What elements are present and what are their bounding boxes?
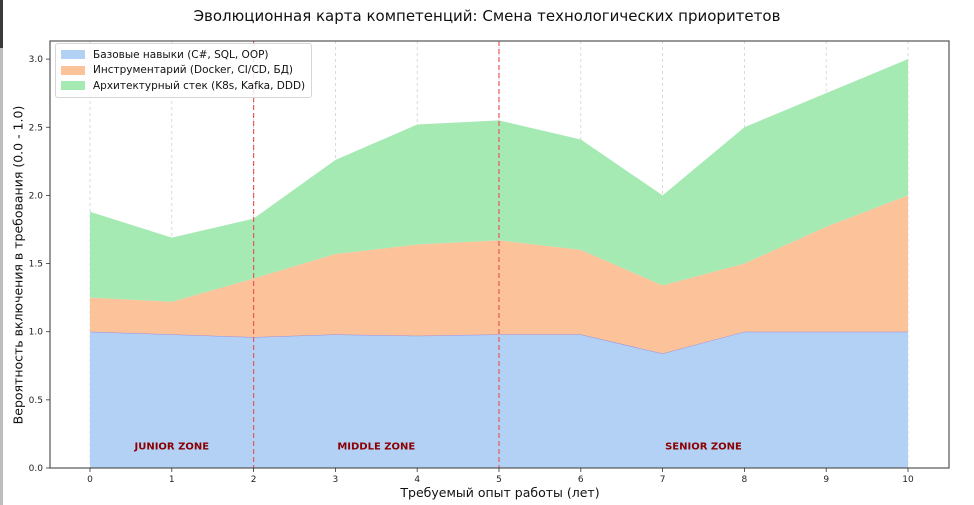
axes-frame xyxy=(49,40,950,469)
area-series-0 xyxy=(90,331,908,468)
y-tick-label: 3.0 xyxy=(29,55,44,65)
legend-swatch-tooling xyxy=(61,65,85,75)
x-axis-label: Требуемый опыт работы (лет) xyxy=(400,485,600,500)
x-tick-label: 6 xyxy=(578,475,584,485)
x-tick-label: 4 xyxy=(414,475,420,485)
legend-swatch-base xyxy=(61,50,85,60)
stacked-areas xyxy=(89,59,908,468)
zone-label: SENIOR ZONE xyxy=(665,442,742,453)
y-axis-ticks: 0.0 0.5 1.0 1.5 2.0 2.5 3.0 xyxy=(29,55,50,474)
x-tick-label: 7 xyxy=(660,475,666,485)
x-tick-label: 2 xyxy=(251,475,257,485)
y-tick-label: 0.5 xyxy=(29,396,43,406)
zone-label: JUNIOR ZONE xyxy=(134,442,210,453)
x-tick-label: 9 xyxy=(823,475,829,485)
chart-title: Эволюционная карта компетенций: Смена те… xyxy=(193,7,781,25)
legend-swatch-architecture xyxy=(61,81,85,91)
legend-label: Базовые навыки (C#, SQL, OOP) xyxy=(93,48,269,61)
x-tick-label: 0 xyxy=(87,475,93,485)
y-tick-label: 2.5 xyxy=(29,123,43,133)
legend-label: Архитектурный стек (K8s, Kafka, DDD) xyxy=(93,79,306,92)
zone-divider-lines xyxy=(253,41,500,468)
window-edge-dark xyxy=(0,0,3,48)
zone-label: MIDDLE ZONE xyxy=(337,442,415,453)
x-axis-ticks: 0 1 2 3 4 5 6 7 8 9 10 xyxy=(87,468,914,485)
y-tick-label: 2.0 xyxy=(29,191,44,201)
x-tick-label: 8 xyxy=(742,475,748,485)
x-tick-label: 5 xyxy=(496,475,502,485)
x-tick-label: 1 xyxy=(169,475,175,485)
x-tick-label: 10 xyxy=(902,475,914,485)
y-tick-label: 1.5 xyxy=(29,260,43,270)
x-tick-label: 3 xyxy=(333,475,339,485)
y-tick-label: 1.0 xyxy=(29,328,44,338)
zone-labels: JUNIOR ZONE MIDDLE ZONE SENIOR ZONE xyxy=(134,442,743,453)
legend-item-tooling: Инструментарий (Docker, CI/CD, БД) xyxy=(61,63,305,79)
legend: Базовые навыки (C#, SQL, OOP) Инструмент… xyxy=(55,43,313,98)
legend-item-base-skills: Базовые навыки (C#, SQL, OOP) xyxy=(61,47,305,63)
window-edge xyxy=(0,0,3,505)
legend-item-architecture: Архитектурный стек (K8s, Kafka, DDD) xyxy=(61,78,305,94)
y-tick-label: 0.0 xyxy=(29,464,44,474)
legend-label: Инструментарий (Docker, CI/CD, БД) xyxy=(93,64,294,77)
